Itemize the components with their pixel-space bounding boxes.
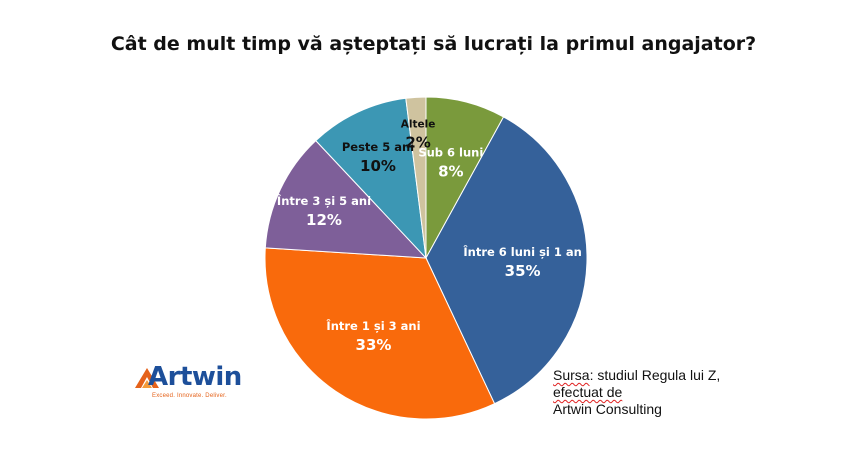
slice-value-label: 12% [306,211,342,229]
pie-slice [425,116,588,405]
logo-wordmark: Artwin [148,362,242,392]
slice-category-label: Altele [401,119,436,131]
slice-category-label: Peste 5 ani [342,140,414,154]
source-line-3: Artwin Consulting [553,401,662,417]
pie-slice [264,139,428,259]
source-line-1: Sursa: studiul Regula lui Z, [553,367,720,384]
pie-slice [315,97,427,260]
pie-slice [405,96,427,259]
slice-value-label: 10% [360,157,396,175]
slice-category-label: Între 3 și 5 ani [277,193,371,208]
source-note: Sursa: studiul Regula lui Z, efectuat de… [553,367,720,418]
source-line-1-rest: : studiul Regula lui Z, [589,367,721,383]
source-line-2: efectuat de [553,384,623,400]
slice-value-label: 35% [505,262,541,280]
chart-title: Cât de mult timp vă așteptați să lucrați… [110,33,757,55]
slice-category-label: Între 1 și 3 ani [326,318,420,333]
slice-value-label: 8% [438,162,463,180]
slice-value-label: 33% [356,336,392,354]
slice-category-label: Sub 6 luni [418,145,483,159]
slice-value-label: 2% [405,134,430,152]
slice-category-label: Între 6 luni și 1 an [463,244,581,259]
source-prefix: Sursa [553,367,590,383]
artwin-logo-icon [135,368,159,388]
logo-tagline: Exceed. Innovate. Deliver. [152,393,227,399]
pie-slice [264,247,496,420]
